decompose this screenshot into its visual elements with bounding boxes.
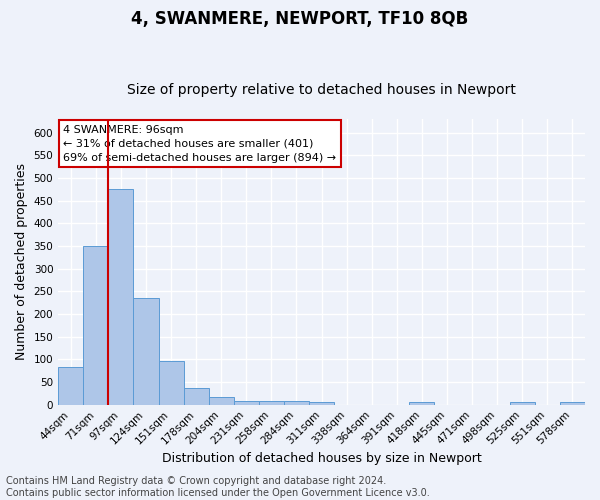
Bar	[259, 400, 284, 404]
Bar	[184, 388, 209, 404]
Bar	[309, 402, 334, 404]
Text: 4, SWANMERE, NEWPORT, TF10 8QB: 4, SWANMERE, NEWPORT, TF10 8QB	[131, 10, 469, 28]
Bar	[510, 402, 535, 404]
Bar	[560, 402, 585, 404]
Bar	[83, 246, 109, 404]
Title: Size of property relative to detached houses in Newport: Size of property relative to detached ho…	[127, 83, 516, 97]
Text: 4 SWANMERE: 96sqm
← 31% of detached houses are smaller (401)
69% of semi-detache: 4 SWANMERE: 96sqm ← 31% of detached hous…	[64, 124, 337, 162]
Text: Contains HM Land Registry data © Crown copyright and database right 2024.
Contai: Contains HM Land Registry data © Crown c…	[6, 476, 430, 498]
Bar	[158, 361, 184, 405]
Bar	[409, 402, 434, 404]
Bar	[133, 298, 158, 405]
X-axis label: Distribution of detached houses by size in Newport: Distribution of detached houses by size …	[162, 452, 481, 465]
Bar	[109, 190, 133, 404]
Bar	[58, 367, 83, 405]
Bar	[209, 397, 234, 404]
Bar	[234, 401, 259, 404]
Y-axis label: Number of detached properties: Number of detached properties	[15, 164, 28, 360]
Bar	[284, 401, 309, 404]
